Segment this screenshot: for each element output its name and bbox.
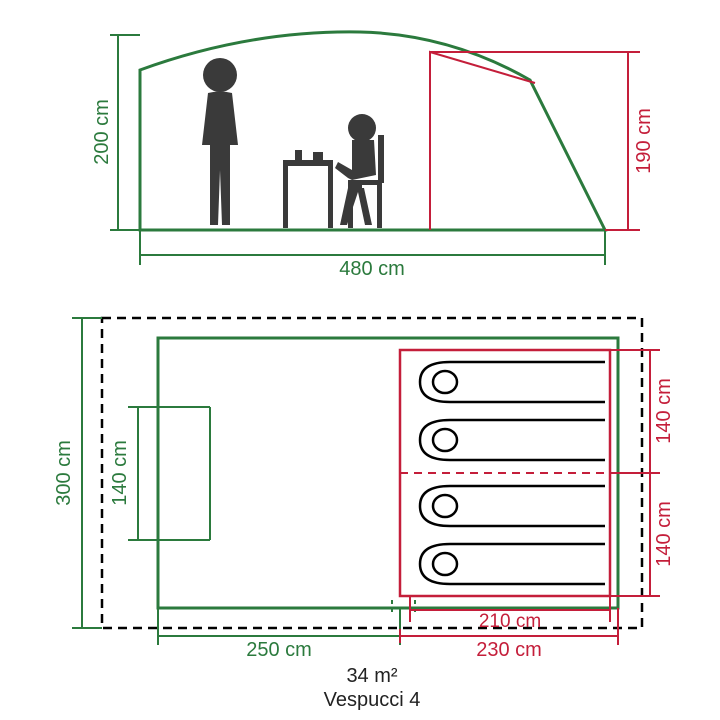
- side-view: 480 cm 200 cm 190 cm: [91, 32, 655, 280]
- sitting-person-icon: [283, 114, 384, 228]
- length-label: 480 cm: [339, 258, 405, 280]
- height-label: 200 cm: [91, 99, 113, 165]
- surface-label: 34 m²: [346, 665, 397, 687]
- door-line: [430, 52, 535, 230]
- compartment-top-label: 140 cm: [653, 378, 675, 444]
- living-length-label: 250 cm: [246, 639, 312, 661]
- standing-person-icon: [202, 58, 238, 225]
- sleeping-bag-2: [420, 420, 605, 460]
- door-height-label: 190 cm: [633, 108, 655, 174]
- floor-width-label: 300 cm: [53, 440, 75, 506]
- tent-diagram-container: 480 cm 200 cm 190 cm: [0, 0, 720, 720]
- sleep-inner-label: 210 cm: [479, 611, 541, 632]
- sleeping-bag-4: [420, 544, 605, 584]
- sleeping-bag-1: [420, 362, 605, 402]
- sleeping-bag-3: [420, 486, 605, 526]
- compartment-bottom-label: 140 cm: [653, 501, 675, 567]
- tent-diagram-svg: 480 cm 200 cm 190 cm: [0, 0, 720, 720]
- sleep-outer-label: 230 cm: [476, 639, 542, 661]
- floor-inner-width-label: 140 cm: [109, 440, 131, 506]
- tent-body-outline: [158, 338, 618, 608]
- product-name: Vespucci 4: [324, 689, 421, 711]
- floor-plan: 300 cm 140 cm 140 cm 140 cm 250 cm: [53, 318, 675, 711]
